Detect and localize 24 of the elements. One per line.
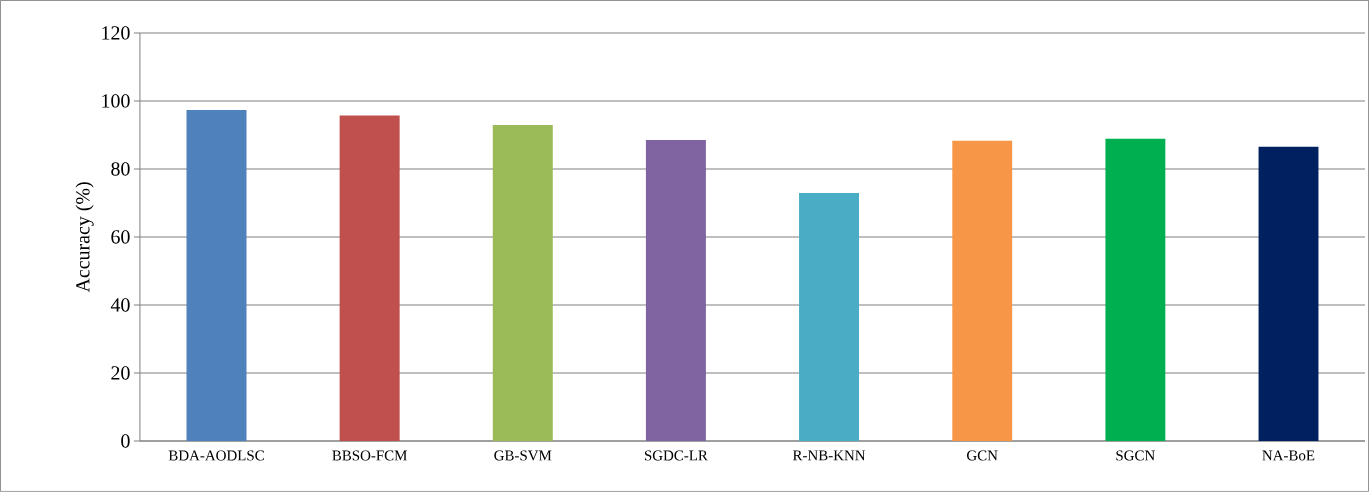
bar — [645, 140, 706, 442]
x-tick-label: NA-BoE — [1262, 450, 1315, 461]
y-tick-label: 40 — [110, 298, 130, 312]
x-tick-label: R-NB-KNN — [792, 450, 866, 461]
bar — [1105, 138, 1166, 442]
y-tick-label: 100 — [102, 94, 130, 108]
x-tick-label: GB-SVM — [494, 450, 552, 461]
x-tick-label: BDA-AODLSC — [168, 450, 264, 461]
bar — [492, 125, 553, 442]
x-tick-label: SGCN — [1116, 450, 1155, 461]
bar — [952, 140, 1013, 442]
y-tick-label: 120 — [102, 26, 130, 40]
y-tick-label: 20 — [111, 366, 130, 380]
bar — [1258, 146, 1319, 442]
x-tick-label: GCN — [967, 450, 998, 461]
x-tick-label: SGDC-LR — [644, 450, 708, 461]
y-tick-label: 0 — [121, 434, 130, 448]
y-axis-title: Accuracy (%) — [75, 182, 94, 293]
y-tick-label: 80 — [111, 162, 130, 176]
bar — [799, 193, 860, 442]
x-tick-label: BBSO-FCM — [332, 450, 407, 461]
bar — [339, 115, 400, 442]
y-tick-label: 60 — [111, 230, 130, 244]
bar — [186, 110, 247, 442]
